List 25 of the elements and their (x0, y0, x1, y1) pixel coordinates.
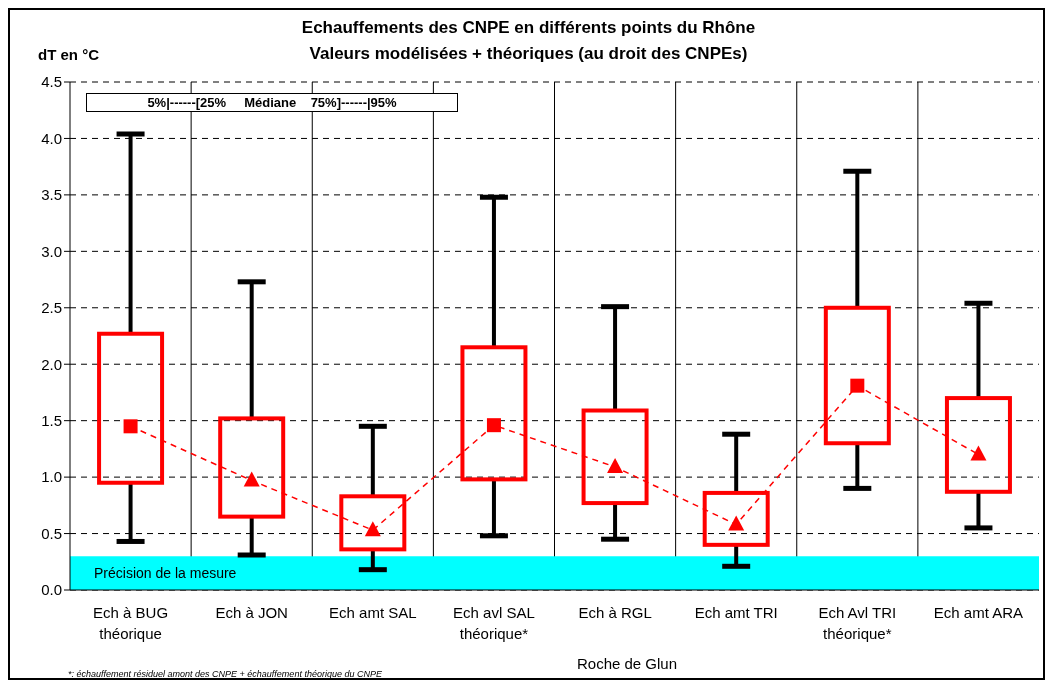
x-tick-label: Ech à BUG théorique (93, 604, 169, 642)
x-tick-label: Ech avl SAL théorique* (453, 604, 535, 642)
y-tick-label: 3.5 (41, 186, 62, 204)
y-tick-label: 4.0 (41, 129, 62, 147)
chart-title: Echauffements des CNPE en différents points du Rhône (300, 18, 757, 38)
y-tick-label: 1.0 (41, 468, 62, 486)
x-tick-label: Ech Avl TRI théorique* (818, 604, 897, 642)
x-tick-label: Ech à RGL (578, 604, 652, 621)
y-tick-label: 4.5 (41, 73, 62, 91)
text: Roche de Glun (575, 655, 679, 672)
band-label: Précision de la mesure (94, 565, 237, 582)
y-axis-title: dT en °C (38, 46, 99, 63)
key-box: 5%|------[25% Médiane 75%]------|95% (86, 93, 458, 112)
x-tick-label: Ech à JON (215, 604, 288, 621)
y-tick-label: 1.5 (41, 411, 62, 429)
x-tick-label: Ech amt ARA (933, 604, 1024, 621)
y-tick-label: 0.5 (41, 524, 62, 542)
chart-subtitle: Valeurs modélisées + théoriques (au droit des CNPEs) (309, 44, 748, 63)
y-tick-label: 0.0 (41, 581, 62, 599)
y-tick-label: 3.0 (41, 242, 62, 260)
y-tick-label: 2.5 (41, 299, 62, 317)
y-tick-label: 2.0 (41, 355, 62, 373)
x-tick-label: Ech amt TRI (694, 604, 778, 621)
x-tick-label: Ech amt SAL (329, 604, 417, 621)
text: *: échauffement résiduel amont des CNPE + échauffement théorique du CNPE (68, 669, 382, 679)
